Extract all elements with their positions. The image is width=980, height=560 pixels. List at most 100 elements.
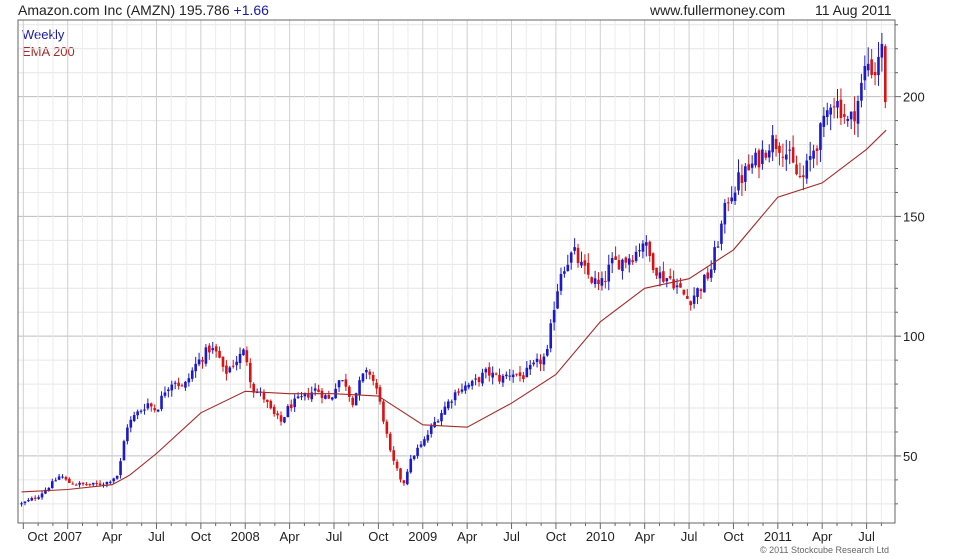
candle (525, 361, 529, 378)
candle (552, 301, 556, 331)
candle (242, 348, 245, 356)
candle (853, 96, 856, 135)
candle-body (877, 56, 880, 76)
chart-date: 11 Aug 2011 (815, 2, 892, 18)
candle (443, 401, 447, 415)
candle-body (54, 480, 57, 482)
candle (641, 240, 645, 259)
candle-body (812, 150, 815, 159)
candle-body (272, 406, 276, 414)
candle-body (204, 347, 208, 364)
candle (208, 343, 211, 360)
candle-body (358, 380, 361, 395)
candle (406, 468, 409, 486)
candle-body (187, 378, 191, 383)
candle-body (419, 444, 423, 447)
candle (204, 344, 208, 367)
candle-body (604, 280, 607, 282)
candle (682, 289, 686, 296)
candle-body (692, 295, 696, 304)
candle-body (361, 373, 365, 382)
candle (91, 482, 95, 487)
candle-body (180, 385, 184, 387)
candle-body (750, 163, 754, 168)
candle (324, 394, 327, 400)
candle-body (863, 66, 867, 81)
x-tick-label: Oct (368, 529, 389, 544)
candle-body (81, 482, 85, 485)
candle (184, 380, 187, 391)
candle (744, 162, 747, 191)
candle (815, 145, 819, 166)
candle-body (109, 481, 112, 483)
candle (283, 416, 286, 424)
candle-body (354, 393, 358, 406)
candle (747, 154, 751, 171)
candle (238, 347, 242, 370)
candle-body (662, 271, 665, 282)
candle (648, 240, 652, 262)
candle (805, 153, 809, 184)
candle (771, 124, 774, 162)
candle (470, 379, 474, 390)
candle (778, 142, 781, 166)
candle-body (522, 375, 525, 380)
candle (624, 256, 628, 269)
candle-body (713, 247, 716, 270)
candle (713, 240, 716, 273)
candle (173, 380, 177, 390)
candle (498, 368, 501, 384)
axis-ticks (22, 24, 901, 529)
candle-body (136, 411, 139, 416)
candle-body (597, 279, 600, 285)
candle-body (665, 278, 669, 282)
candle (573, 238, 576, 255)
candle (105, 481, 109, 488)
ticker-title: Amazon.com Inc (AMZN) 195.786 (18, 2, 230, 18)
candle-body (709, 269, 713, 278)
x-tick-label: Apr (280, 529, 301, 544)
candle (617, 254, 621, 270)
x-tick-label: Apr (635, 529, 656, 544)
candle-body (706, 272, 710, 279)
ema-200-line (21, 129, 887, 493)
candle-body (600, 278, 604, 286)
candle (825, 102, 829, 126)
candle-body (143, 409, 146, 411)
candle-body (95, 483, 98, 485)
candle-body (853, 111, 856, 122)
candle (252, 382, 256, 398)
candle (822, 107, 826, 138)
candle (559, 267, 563, 296)
candle (829, 104, 832, 131)
candle-body (447, 401, 450, 409)
candle-body (716, 246, 720, 248)
candle-body (668, 276, 672, 279)
candle-body (330, 397, 334, 400)
candle-body (197, 359, 201, 365)
candle (122, 439, 126, 461)
candle-body (423, 439, 426, 446)
candle (846, 115, 850, 127)
y-tick-label: 50 (903, 449, 917, 464)
candle-body (610, 258, 614, 264)
candle-body (23, 501, 27, 504)
candle-body (289, 404, 293, 409)
candle-body (255, 392, 259, 394)
candle (692, 287, 696, 309)
candle-body (371, 374, 375, 381)
candle (740, 164, 744, 197)
candle-body (484, 368, 488, 373)
candle-body (791, 147, 795, 163)
candle-body (167, 389, 170, 392)
candle-body (235, 361, 238, 366)
candle-body (214, 346, 218, 352)
x-tick-label: Oct (546, 529, 567, 544)
candle-body (501, 375, 505, 383)
candle (180, 383, 184, 387)
y-tick-label: 150 (903, 209, 925, 224)
candle (248, 358, 252, 389)
candle (832, 97, 836, 119)
candle-body (313, 388, 317, 391)
candle (88, 483, 92, 487)
